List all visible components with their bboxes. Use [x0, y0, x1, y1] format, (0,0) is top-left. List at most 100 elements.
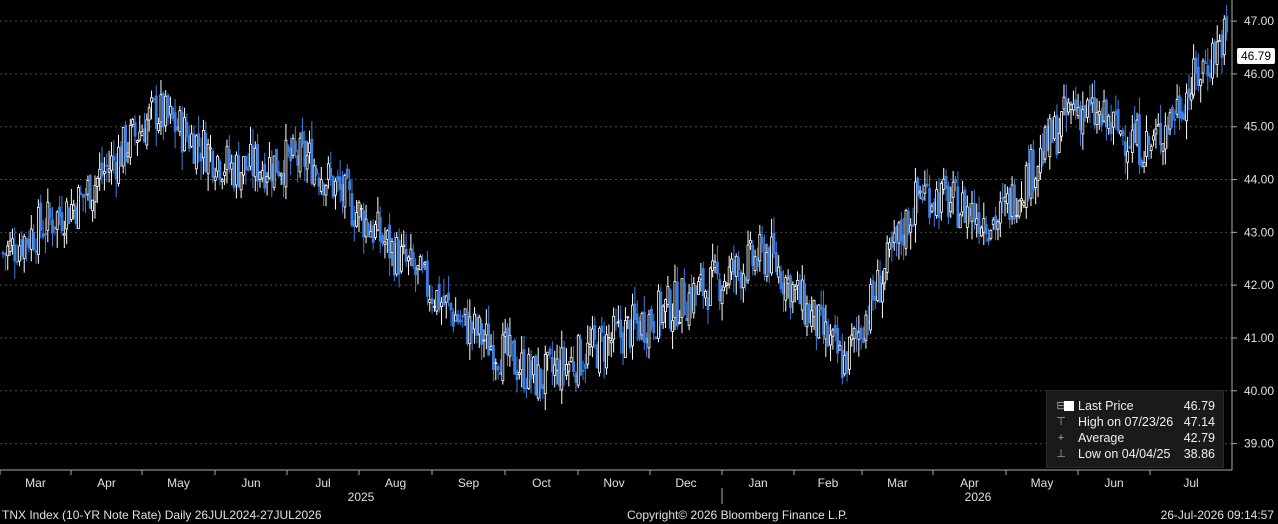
candle-body — [1, 252, 5, 255]
candle-body — [921, 196, 924, 201]
candle-body — [751, 244, 755, 267]
x-month-label: Mar — [25, 476, 46, 490]
candle-body — [433, 305, 436, 308]
candle-body — [774, 252, 778, 273]
candle-body — [1050, 119, 1054, 143]
candle-body — [1097, 111, 1101, 116]
candle-body — [86, 180, 90, 195]
candle-body — [305, 155, 309, 170]
candle-body — [961, 192, 964, 213]
candle-body — [645, 337, 649, 344]
x-month-label: Oct — [532, 476, 551, 490]
candle-body — [558, 360, 561, 387]
candle-body — [942, 178, 946, 190]
candle-body — [876, 269, 880, 301]
candle-body — [741, 273, 745, 289]
y-tick-label: 41.00 — [1244, 331, 1274, 345]
candle-body — [416, 265, 420, 270]
candle-body — [713, 261, 717, 268]
candle-body — [723, 281, 726, 288]
candle-body — [1187, 88, 1191, 99]
candle-body — [88, 175, 92, 209]
candle-body — [246, 166, 250, 171]
candle-body — [341, 184, 344, 201]
footer-timestamp: 26-Jul-2026 09:14:57 — [1160, 508, 1274, 522]
candle-body — [237, 155, 241, 188]
candle-body — [110, 155, 113, 171]
candle-body — [1048, 118, 1052, 158]
candle-body — [1100, 114, 1104, 126]
candle-body — [852, 328, 856, 339]
candle-body — [848, 336, 851, 370]
candle-body — [484, 323, 488, 336]
legend-row-high[interactable]: ⊤ High on 07/23/26 47.14 — [1047, 414, 1223, 430]
collapse-icon[interactable]: ⊟ — [1056, 400, 1066, 412]
legend-average-value: 42.79 — [1183, 431, 1215, 445]
candle-body — [895, 226, 898, 241]
candles — [1, 4, 1229, 411]
candle-body — [458, 319, 462, 323]
candle-body — [1192, 58, 1196, 96]
candle-body — [128, 124, 132, 158]
candle-body — [1140, 160, 1144, 167]
candle-body — [1015, 215, 1019, 217]
x-month-label: May — [1031, 476, 1054, 490]
candle-body — [555, 358, 559, 371]
candle-body — [1220, 34, 1224, 58]
candle-body — [138, 131, 142, 141]
candle-body — [956, 186, 960, 228]
candle-body — [489, 345, 493, 351]
candle-body — [93, 184, 97, 203]
candle-body — [980, 227, 983, 237]
candle-body — [1024, 165, 1028, 208]
candle-body — [102, 171, 106, 174]
candle-body — [81, 193, 85, 198]
legend-row-last-price[interactable]: ⊟ Last Price 46.79 — [1047, 398, 1223, 414]
x-month-label: Jan — [748, 476, 767, 490]
last-price-tag: 46.79 — [1237, 48, 1275, 64]
x-month-label: Jul — [315, 476, 330, 490]
candle-body — [520, 352, 524, 371]
candle-body — [758, 234, 762, 262]
candle-body — [454, 314, 458, 322]
legend-row-low[interactable]: ⊥ Low on 04/04/25 38.86 — [1047, 446, 1223, 462]
candle-body — [640, 313, 644, 336]
candle-body — [796, 280, 799, 286]
candle-body — [147, 107, 151, 121]
candle-body — [659, 291, 663, 326]
candle-body — [239, 172, 243, 191]
candle-body — [902, 234, 906, 246]
candle-body — [638, 320, 641, 340]
candle-body — [36, 207, 40, 255]
candle-body — [602, 336, 606, 362]
legend-row-average[interactable]: + Average 42.79 — [1047, 430, 1223, 446]
candle-body — [270, 163, 274, 182]
candle-body — [152, 98, 156, 101]
candle-body — [312, 165, 316, 185]
candle-body — [362, 210, 366, 238]
candle-body — [621, 332, 625, 354]
candle-body — [923, 185, 927, 194]
candle-body — [1119, 130, 1122, 135]
candle-body — [1116, 109, 1120, 131]
candle-body — [1215, 41, 1219, 65]
candle-body — [178, 110, 182, 133]
candle-body — [704, 291, 707, 299]
candle-body — [187, 135, 191, 149]
candle-body — [1147, 136, 1151, 146]
candle-body — [1046, 125, 1049, 151]
candle-body — [1041, 150, 1045, 165]
candle-body — [576, 335, 580, 386]
candle-body — [954, 179, 957, 184]
candle-body — [1171, 106, 1174, 119]
candle-body — [1180, 111, 1184, 120]
candle-body — [499, 371, 502, 376]
last-price-swatch — [1064, 401, 1074, 411]
candle-body — [1067, 102, 1071, 113]
candle-body — [29, 228, 33, 250]
candle-body — [58, 206, 61, 217]
candle-body — [376, 211, 380, 231]
candle-body — [989, 230, 993, 239]
candle-body — [359, 207, 363, 210]
y-tick-label: 44.00 — [1244, 173, 1274, 187]
